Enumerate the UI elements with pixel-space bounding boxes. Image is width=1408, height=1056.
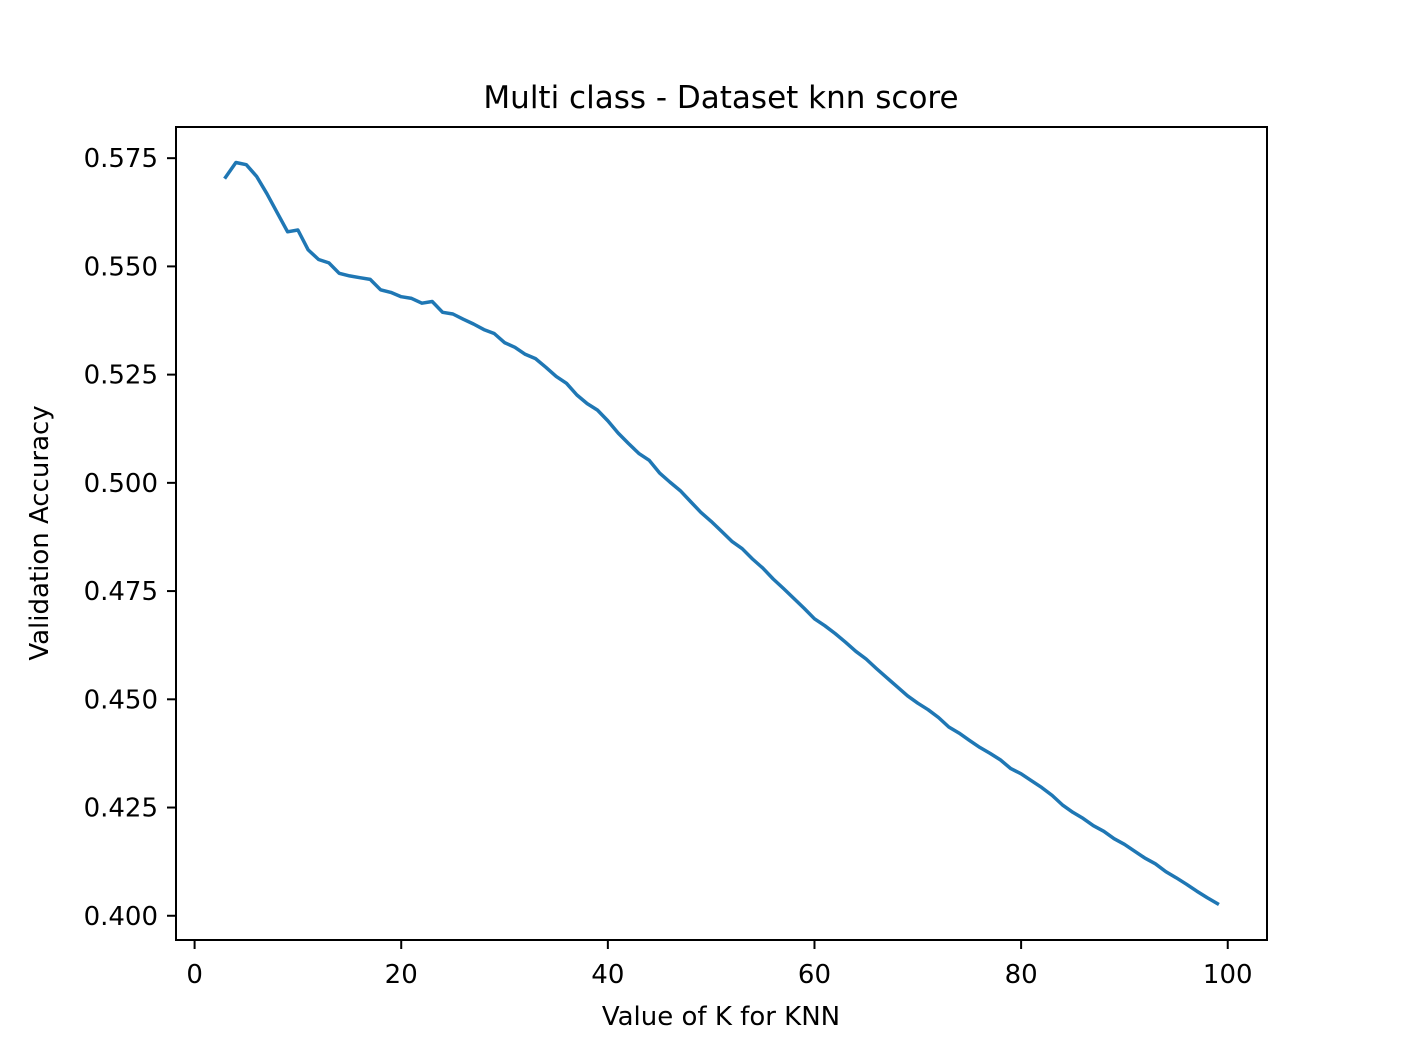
x-tick-label: 100 (1203, 960, 1253, 990)
x-axis-label: Value of K for KNN (602, 1002, 840, 1032)
x-tick-label: 0 (186, 960, 203, 990)
x-tick-label: 40 (591, 960, 624, 990)
series-line (223, 160, 1220, 906)
y-tick-label: 0.575 (84, 144, 158, 174)
y-tick-label: 0.425 (84, 794, 158, 824)
x-tick-label: 20 (385, 960, 418, 990)
series-layer (223, 160, 1220, 906)
y-axis: 0.400 0.425 0.450 0.475 0.500 0.525 0.550 0.575 (84, 144, 176, 932)
x-axis: 0 20 40 60 80 100 (186, 940, 1253, 990)
x-tick-label: 60 (798, 960, 831, 990)
y-tick-label: 0.475 (84, 577, 158, 607)
y-tick-label: 0.550 (84, 252, 158, 282)
chart-title: Multi class - Dataset knn score (483, 80, 958, 116)
y-tick-label: 0.500 (84, 469, 158, 499)
y-tick-label: 0.450 (84, 685, 158, 715)
plot-frame (175, 126, 1268, 941)
x-tick-label: 80 (1005, 960, 1038, 990)
y-tick-label: 0.525 (84, 361, 158, 391)
y-tick-label: 0.400 (84, 902, 158, 932)
y-axis-label: Validation Accuracy (25, 405, 55, 660)
